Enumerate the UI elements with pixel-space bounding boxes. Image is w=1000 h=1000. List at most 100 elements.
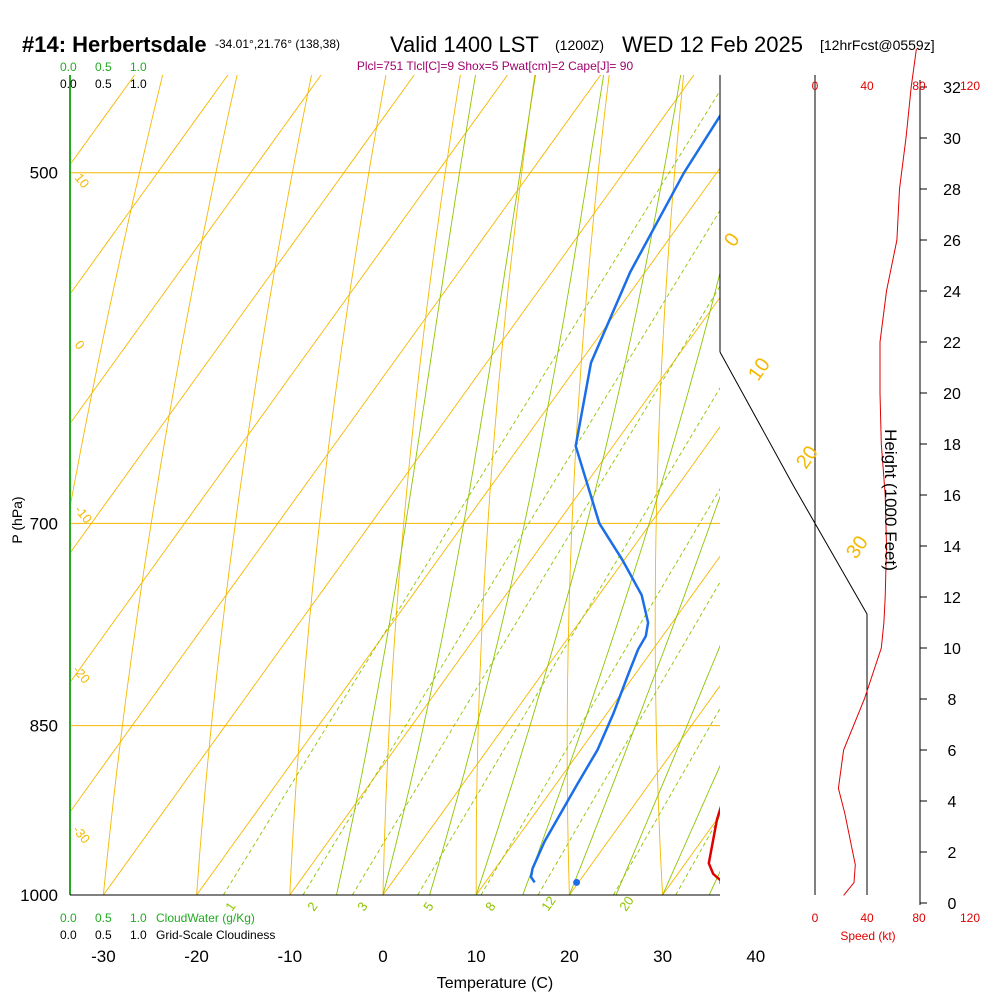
x-tick-label: 20	[560, 947, 579, 966]
wind-barb-feather	[792, 605, 804, 609]
wind-barb-feather	[789, 545, 801, 549]
wind-barb-feather	[788, 850, 800, 854]
mixing-ratio-label: 12	[538, 893, 559, 913]
wind-barb-feather	[783, 337, 795, 341]
wind-barb-feather	[790, 821, 802, 825]
wind-barb-staff	[815, 229, 816, 230]
wind-barb-feather	[782, 216, 794, 220]
wind-barb-feather	[793, 717, 805, 721]
wind-barb-feather	[784, 424, 796, 428]
cloudwater-label: CloudWater (g/Kg)	[156, 911, 255, 925]
mixing-ratio-line	[537, 581, 720, 895]
wind-barb-feather	[787, 685, 799, 689]
isotherm-line	[569, 685, 720, 895]
wind-barb-feather	[789, 200, 801, 204]
wind-barb-feather	[790, 285, 802, 289]
wind-barb-feather	[785, 93, 797, 97]
wind-barb-feather	[790, 758, 802, 762]
wind-barb-staff	[815, 313, 816, 314]
wind-barb-staff	[815, 661, 816, 662]
cloud-scale-top-green-0: 0.0	[60, 60, 77, 74]
isotherm-line	[289, 296, 720, 895]
speed-tick-label-bottom: 0	[812, 911, 819, 925]
wind-barb-feather	[789, 152, 801, 156]
wind-barb-feather	[792, 617, 804, 621]
wind-barb-feather	[787, 723, 799, 727]
wind-barb-staff	[815, 841, 816, 842]
wind-barb-feather	[787, 360, 799, 364]
wind-barb-feather	[785, 117, 797, 121]
wind-barb-staff	[815, 97, 816, 98]
cloud-scale-top: 0.0 0.5 1.0 0.0 0.5 1.0	[60, 60, 147, 91]
wind-barb-staff	[815, 757, 816, 758]
mixing-ratio-label: 5	[420, 899, 436, 914]
isotherm-label: 0	[720, 229, 744, 251]
wind-barb-staff	[815, 361, 816, 362]
wind-barb-feather	[786, 275, 798, 279]
height-tick-label: 0	[948, 896, 957, 913]
wind-barb-staff	[815, 781, 816, 782]
wind-barb-feather	[791, 395, 803, 399]
wind-barb-staff	[815, 613, 816, 614]
surface-dewpoint-dot	[573, 878, 581, 886]
wind-barb-feather	[787, 299, 799, 303]
mixing-ratio-label: 8	[482, 899, 498, 914]
valid-date: WED 12 Feb 2025	[622, 32, 803, 57]
mixing-ratio-line	[480, 488, 720, 895]
wind-barb-staff	[815, 805, 816, 806]
profiles	[529, 113, 720, 886]
wind-barbs	[781, 85, 816, 931]
wind-barb-feather	[787, 311, 799, 315]
height-tick-label: 6	[948, 743, 957, 760]
wind-barb-staff	[815, 85, 816, 86]
cloud-scale-bottom-green-1: 0.5	[95, 911, 112, 925]
cloud-scale-top-green-1: 0.5	[95, 60, 112, 74]
wind-barb-feather	[786, 202, 798, 206]
wind-barb-feather	[788, 496, 800, 500]
dry-adiabat-line	[475, 75, 536, 895]
wind-barb-feather	[788, 508, 800, 512]
isotherm-line	[70, 75, 602, 813]
wind-barb-staff	[815, 553, 816, 554]
wind-barb-feather	[788, 787, 800, 791]
surface-temperature-dot	[719, 880, 720, 885]
isotherm-label: 20	[792, 442, 823, 473]
wind-barb-feather	[784, 411, 796, 415]
x-tick-label: -30	[91, 947, 116, 966]
wind-barb-feather	[781, 131, 793, 135]
height-tick-label: 22	[943, 335, 961, 352]
wind-barb-feather	[791, 911, 803, 915]
dry-adiabat-line	[980, 0, 1000, 895]
wind-barb-feather	[788, 837, 800, 841]
height-tick-label: 32	[943, 80, 961, 97]
wind-barb-feather	[791, 481, 803, 485]
dry-adiabat-line	[70, 75, 164, 510]
wind-barb-feather	[781, 143, 793, 147]
wind-barb-feather	[791, 872, 803, 876]
wind-barb-feather	[790, 309, 802, 313]
wind-barb-staff	[815, 121, 816, 122]
wind-barb-feather	[791, 469, 803, 473]
wind-barb-feather	[789, 645, 801, 649]
isotherm-label: 30	[842, 532, 873, 563]
wind-barb-feather	[792, 667, 804, 671]
mixing-ratio-line	[302, 209, 720, 895]
wind-barb-feather	[782, 179, 794, 183]
p-tick-label: 1000	[20, 886, 58, 905]
wind-barb-staff	[815, 205, 816, 206]
isotherm-line	[0, 0, 212, 895]
speed-tick-label-bottom: 40	[860, 911, 874, 925]
wind-barb-feather	[789, 927, 801, 931]
wind-barb-feather	[790, 745, 802, 749]
wind-barb-staff	[815, 769, 816, 770]
wind-barb-feather	[790, 261, 802, 265]
height-tick-label: 2	[948, 845, 957, 862]
isotherm-line	[382, 426, 720, 895]
wind-barb-feather	[788, 446, 800, 450]
wind-barb-feather	[786, 572, 798, 576]
cloud-scale-top-black-1: 0.5	[95, 77, 112, 91]
wind-barb-feather	[791, 885, 803, 889]
wind-barb-feather	[788, 92, 800, 96]
wind-barb-feather	[788, 863, 800, 867]
wind-barb-feather	[787, 287, 799, 291]
